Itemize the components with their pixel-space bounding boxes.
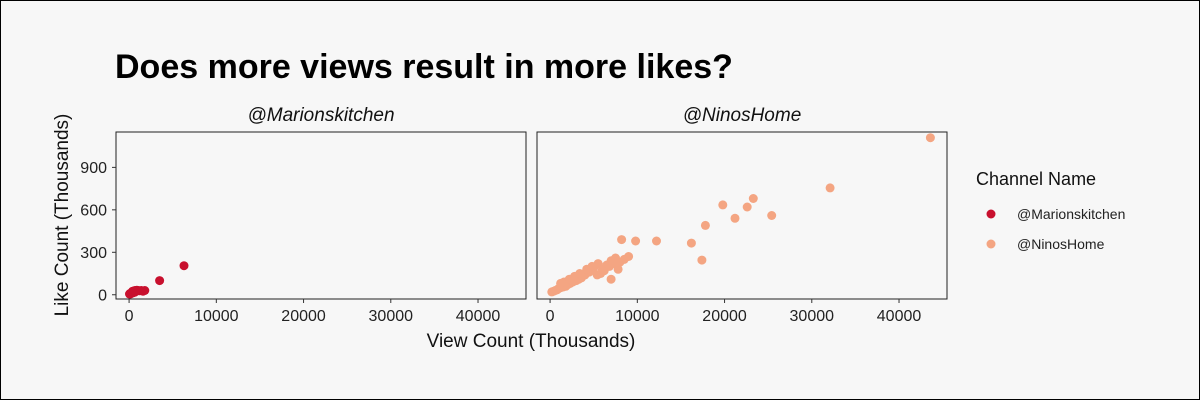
data-point-marionskitchen-14	[140, 286, 150, 295]
y-tick-label-900: 900	[80, 160, 107, 177]
points-group-marionskitchen	[125, 261, 189, 299]
data-point-ninoshome-50	[825, 183, 835, 193]
data-point-ninoshome-39	[631, 236, 641, 246]
data-point-ninoshome-41	[606, 274, 616, 284]
x-tick-label-1-0: 0	[546, 308, 555, 325]
data-point-ninoshome-40	[652, 236, 661, 246]
y-tick-label-600: 600	[80, 202, 107, 219]
x-tick-label-0-40000: 40000	[456, 308, 501, 325]
facet-strip-label-ninoshome: @NinosHome	[683, 105, 802, 126]
x-tick-label-1-20000: 20000	[702, 308, 747, 325]
data-point-ninoshome-31	[587, 261, 597, 271]
x-axis-title: View Count (Thousands)	[427, 331, 636, 352]
x-axis-ticks: 0 10000 20000 30000 40000 0 10000 20000 30000 400…	[125, 299, 922, 325]
y-tick-label-0: 0	[98, 287, 107, 304]
facet-panel-marionskitchen	[115, 131, 527, 300]
data-point-ninoshome-36	[608, 259, 618, 269]
legend: Channel Name @Marionskitchen @NinosHome	[976, 169, 1125, 252]
y-tick-label-300: 300	[80, 245, 107, 262]
facet-strip-label-marionskitchen: @Marionskitchen	[247, 105, 394, 126]
data-point-ninoshome-51	[925, 133, 935, 143]
data-point-marionskitchen-23	[179, 261, 189, 271]
data-point-ninoshome-49	[767, 211, 777, 220]
data-point-ninoshome-48	[748, 194, 758, 203]
points-group-ninoshome	[547, 133, 935, 297]
legend-title: Channel Name	[976, 169, 1096, 189]
data-point-ninoshome-38	[617, 235, 627, 245]
legend-key-marionskitchen	[986, 209, 996, 219]
chart-title: Does more views result in more likes?	[115, 48, 733, 86]
x-tick-label-0-20000: 20000	[281, 308, 326, 325]
data-point-ninoshome-44	[700, 220, 710, 230]
x-tick-label-0-0: 0	[125, 308, 134, 325]
legend-label-marionskitchen: @Marionskitchen	[1017, 206, 1125, 222]
data-point-ninoshome-43	[697, 255, 707, 265]
legend-key-ninoshome	[986, 239, 996, 249]
data-point-ninoshome-42	[686, 238, 696, 248]
y-axis-title: Like Count (Thousands)	[52, 114, 73, 317]
data-point-ninoshome-46	[730, 213, 740, 223]
data-point-ninoshome-45	[718, 200, 728, 210]
legend-label-ninoshome: @NinosHome	[1017, 236, 1105, 252]
data-point-ninoshome-24	[624, 252, 634, 261]
x-tick-label-1-30000: 30000	[790, 308, 835, 325]
data-point-marionskitchen-22	[155, 276, 165, 286]
data-point-ninoshome-47	[742, 202, 752, 212]
x-tick-label-0-10000: 10000	[194, 308, 239, 325]
x-tick-label-1-40000: 40000	[877, 308, 922, 325]
data-point-ninoshome-29	[575, 269, 585, 278]
x-tick-label-1-10000: 10000	[615, 308, 660, 325]
data-point-ninoshome-37	[613, 264, 623, 274]
x-tick-label-0-30000: 30000	[369, 308, 414, 325]
data-point-marionskitchen-21	[131, 286, 141, 296]
y-axis-ticks: 0 300 600 900	[80, 160, 116, 304]
